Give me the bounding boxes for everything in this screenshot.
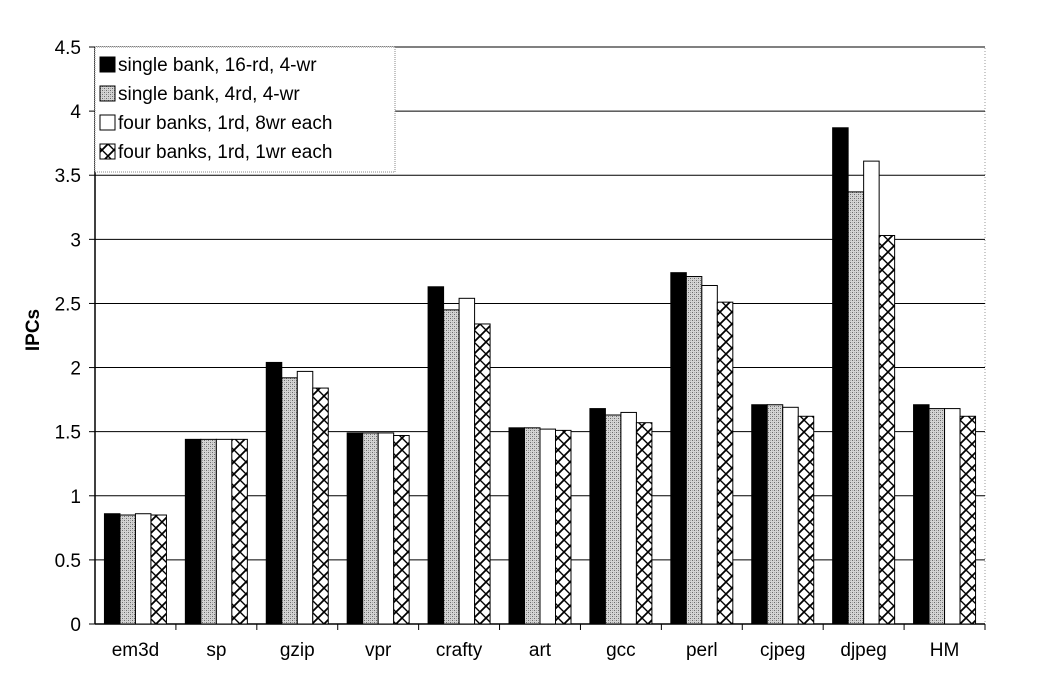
- bar-djpeg-series-3: [863, 160, 880, 625]
- bar-gzip-series-1: [265, 361, 283, 625]
- bar-gcc-series-4: [635, 422, 653, 625]
- bars: [103, 127, 977, 625]
- bar-HM-series-4: [959, 415, 977, 625]
- y-tick-label: 0.5: [55, 551, 81, 572]
- x-tick-label: djpeg: [840, 640, 887, 661]
- bar-em3d-series-3: [134, 513, 152, 625]
- bar-vpr-series-1: [346, 432, 364, 625]
- bar-cjpeg-series-3: [782, 406, 799, 625]
- x-tick-label: sp: [206, 640, 226, 661]
- x-tick-labels: em3d sp gzip vpr crafty art gcc perl cjpeg djpeg H…: [112, 640, 960, 661]
- bar-gzip-series-3: [296, 370, 314, 625]
- y-tick-labels: 0 0.5 1 1.5 2 2.5 3 3.5 4 4.5: [55, 38, 82, 636]
- bar-HM-series-1: [913, 404, 930, 625]
- y-tick-label: 4.5: [55, 38, 81, 59]
- legend-label-2: single bank, 4rd, 4-wr: [118, 84, 300, 105]
- bar-perl-series-2: [685, 276, 703, 625]
- bar-cjpeg-series-1: [751, 404, 768, 625]
- bar-vpr-series-3: [377, 432, 395, 625]
- bar-sp-series-3: [215, 438, 233, 625]
- y-tick-label: 1.5: [55, 423, 81, 444]
- bar-vpr-series-4: [393, 435, 410, 625]
- legend-swatch-4: [99, 143, 116, 160]
- legend-label-3: four banks, 1rd, 8wr each: [118, 113, 332, 134]
- y-tick-label: 4: [70, 102, 81, 123]
- bar-djpeg-series-1: [832, 127, 849, 625]
- y-axis-title: IPCs: [23, 309, 44, 351]
- bar-crafty-series-4: [474, 323, 491, 625]
- y-tick-label: 3.5: [55, 166, 81, 187]
- bar-gzip-series-2: [281, 377, 298, 625]
- legend-frame: [94, 46, 396, 173]
- x-tick-label: perl: [686, 640, 718, 661]
- legend: single bank, 16-rd, 4-wr single bank, 4rd…: [94, 46, 396, 173]
- bar-perl-series-1: [670, 272, 687, 625]
- y-tick-label: 1: [70, 487, 81, 508]
- bar-crafty-series-2: [443, 309, 460, 625]
- bar-perl-series-4: [716, 301, 734, 625]
- bar-HM-series-2: [928, 408, 946, 625]
- bar-art-series-1: [508, 427, 525, 625]
- y-tick-label: 3: [70, 230, 81, 251]
- bar-em3d-series-1: [103, 513, 121, 625]
- bar-gcc-series-3: [620, 411, 637, 625]
- legend-swatch-1: [99, 56, 116, 73]
- bar-crafty-series-1: [427, 286, 445, 625]
- x-tick-label: HM: [930, 640, 960, 661]
- y-tick-label: 0: [70, 615, 81, 636]
- bar-art-series-2: [524, 427, 541, 625]
- bar-cjpeg-series-2: [766, 404, 784, 625]
- bar-crafty-series-3: [458, 297, 476, 625]
- bar-gzip-series-4: [312, 387, 329, 625]
- x-tick-label: cjpeg: [760, 640, 805, 661]
- bar-gcc-series-1: [589, 408, 606, 625]
- x-tick-label: gzip: [280, 640, 315, 661]
- bar-gcc-series-2: [604, 414, 622, 625]
- bar-em3d-series-4: [150, 514, 167, 625]
- bar-cjpeg-series-4: [797, 415, 815, 625]
- bar-em3d-series-2: [119, 514, 136, 625]
- x-tick-label: crafty: [436, 640, 483, 661]
- bar-sp-series-1: [184, 438, 202, 625]
- x-tick-label: em3d: [112, 640, 160, 661]
- legend-label-1: single bank, 16-rd, 4-wr: [118, 55, 317, 76]
- bar-HM-series-3: [944, 408, 961, 625]
- bar-vpr-series-2: [362, 432, 379, 625]
- bar-art-series-3: [539, 428, 556, 625]
- bar-djpeg-series-4: [878, 234, 896, 625]
- bar-sp-series-2: [200, 438, 217, 625]
- legend-label-4: four banks, 1rd, 1wr each: [118, 142, 332, 163]
- x-tick-label: vpr: [365, 640, 392, 661]
- y-tick-label: 2: [70, 359, 81, 380]
- bar-perl-series-3: [701, 284, 718, 625]
- bar-djpeg-series-2: [847, 191, 865, 625]
- bar-sp-series-4: [231, 438, 248, 625]
- x-tick-label: gcc: [606, 640, 636, 661]
- y-tick-label: 2.5: [55, 294, 81, 315]
- x-tick-label: art: [529, 640, 552, 661]
- bar-art-series-4: [555, 429, 572, 625]
- legend-swatch-2: [99, 85, 116, 102]
- legend-swatch-3: [99, 114, 116, 131]
